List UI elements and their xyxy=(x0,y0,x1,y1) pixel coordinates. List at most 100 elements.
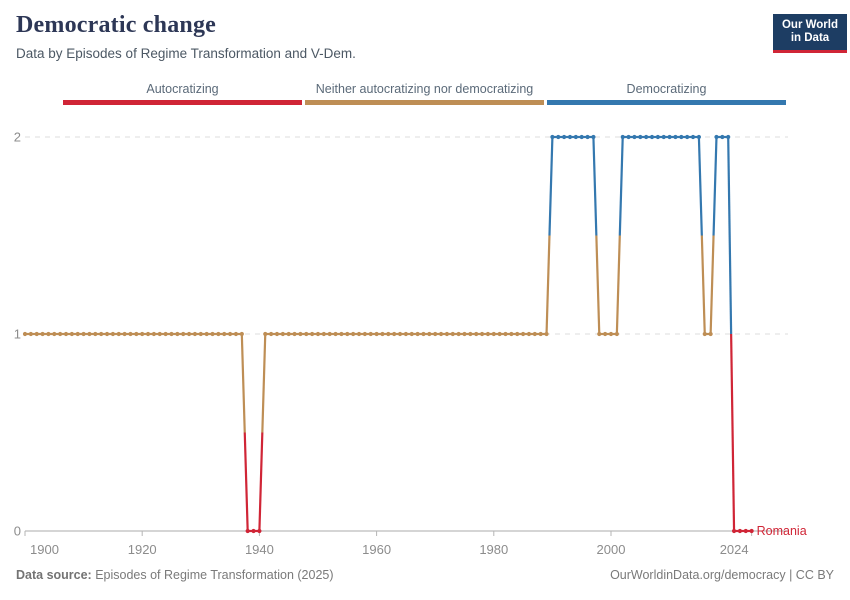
data-point[interactable] xyxy=(397,331,403,337)
data-point[interactable] xyxy=(157,331,162,337)
line-segment[interactable] xyxy=(615,235,621,335)
data-point[interactable] xyxy=(198,331,203,337)
data-point[interactable] xyxy=(222,331,227,337)
data-point[interactable] xyxy=(614,331,619,337)
data-point[interactable] xyxy=(63,331,69,337)
data-point[interactable] xyxy=(679,134,684,140)
data-point[interactable] xyxy=(456,331,461,337)
data-point[interactable] xyxy=(368,331,373,337)
data-point[interactable] xyxy=(52,331,57,337)
data-point[interactable] xyxy=(726,134,731,140)
data-point[interactable] xyxy=(186,331,192,337)
data-point[interactable] xyxy=(22,331,28,337)
data-point[interactable] xyxy=(491,331,496,337)
line-segment[interactable] xyxy=(545,235,551,335)
data-point[interactable] xyxy=(708,331,713,337)
line-segment[interactable] xyxy=(258,432,264,532)
data-point[interactable] xyxy=(626,134,631,140)
data-point[interactable] xyxy=(239,331,244,337)
data-point[interactable] xyxy=(585,134,590,140)
data-point[interactable] xyxy=(99,331,104,337)
data-point[interactable] xyxy=(392,331,397,337)
data-point[interactable] xyxy=(210,331,215,337)
data-point[interactable] xyxy=(321,331,326,337)
data-point[interactable] xyxy=(474,331,479,337)
data-point[interactable] xyxy=(310,331,315,337)
data-point[interactable] xyxy=(649,134,655,140)
data-point[interactable] xyxy=(169,331,174,337)
data-point[interactable] xyxy=(673,134,678,140)
line-segment[interactable] xyxy=(730,333,736,532)
data-point[interactable] xyxy=(567,134,573,140)
data-point[interactable] xyxy=(644,134,649,140)
data-point[interactable] xyxy=(75,331,80,337)
data-point[interactable] xyxy=(192,331,198,337)
data-point[interactable] xyxy=(181,331,186,337)
data-point[interactable] xyxy=(690,134,696,140)
data-point[interactable] xyxy=(58,331,63,337)
data-point[interactable] xyxy=(81,331,86,337)
data-point[interactable] xyxy=(327,331,332,337)
data-point[interactable] xyxy=(485,331,491,337)
line-segment[interactable] xyxy=(548,136,554,236)
data-point[interactable] xyxy=(667,134,672,140)
chart-canvas[interactable]: 1900 1920 1940 1960 1980 2000 2024 0 1 2 Romania xyxy=(0,108,850,586)
data-point[interactable] xyxy=(374,331,379,337)
data-point[interactable] xyxy=(145,331,151,337)
line-segment[interactable] xyxy=(243,432,249,532)
data-point[interactable] xyxy=(251,528,256,534)
data-point[interactable] xyxy=(714,134,719,140)
data-point[interactable] xyxy=(263,331,268,337)
data-point[interactable] xyxy=(380,331,385,337)
line-segment[interactable] xyxy=(700,235,706,335)
data-point[interactable] xyxy=(204,331,209,337)
data-point[interactable] xyxy=(597,331,602,337)
data-point[interactable] xyxy=(151,331,157,337)
data-point[interactable] xyxy=(655,134,660,140)
line-segment[interactable] xyxy=(261,333,267,433)
data-point[interactable] xyxy=(550,134,555,140)
data-point[interactable] xyxy=(638,134,643,140)
data-point[interactable] xyxy=(269,331,274,337)
data-point[interactable] xyxy=(403,331,408,337)
line-segment[interactable] xyxy=(709,235,715,335)
data-point[interactable] xyxy=(175,331,180,337)
data-point[interactable] xyxy=(134,331,139,337)
data-point[interactable] xyxy=(438,331,444,337)
data-point[interactable] xyxy=(34,331,39,337)
data-point[interactable] xyxy=(468,331,473,337)
data-point[interactable] xyxy=(526,331,532,337)
data-point[interactable] xyxy=(110,331,115,337)
data-point[interactable] xyxy=(608,331,614,337)
data-point[interactable] xyxy=(515,331,520,337)
data-point[interactable] xyxy=(40,331,45,337)
data-point[interactable] xyxy=(462,331,467,337)
credit-link[interactable]: OurWorldinData.org/democracy | CC BY xyxy=(610,568,834,582)
data-point[interactable] xyxy=(433,331,438,337)
data-point[interactable] xyxy=(544,331,549,337)
data-point[interactable] xyxy=(696,134,702,140)
data-point[interactable] xyxy=(573,134,578,140)
data-point[interactable] xyxy=(427,331,432,337)
data-point[interactable] xyxy=(479,331,485,337)
data-point[interactable] xyxy=(409,331,414,337)
data-point[interactable] xyxy=(421,331,426,337)
data-point[interactable] xyxy=(274,331,280,337)
data-point[interactable] xyxy=(339,331,344,337)
data-point[interactable] xyxy=(87,331,92,337)
data-point[interactable] xyxy=(228,331,233,337)
owid-logo[interactable]: Our World in Data xyxy=(773,14,847,53)
line-segment[interactable] xyxy=(712,136,718,236)
data-point[interactable] xyxy=(116,331,121,337)
data-point[interactable] xyxy=(163,331,168,337)
data-point[interactable] xyxy=(28,331,33,337)
data-point[interactable] xyxy=(292,331,297,337)
data-point[interactable] xyxy=(216,331,221,337)
data-point[interactable] xyxy=(104,331,110,337)
data-point[interactable] xyxy=(685,134,690,140)
data-point[interactable] xyxy=(591,134,596,140)
data-point[interactable] xyxy=(620,134,625,140)
data-point[interactable] xyxy=(562,134,567,140)
data-point[interactable] xyxy=(720,134,725,140)
data-point[interactable] xyxy=(315,331,321,337)
